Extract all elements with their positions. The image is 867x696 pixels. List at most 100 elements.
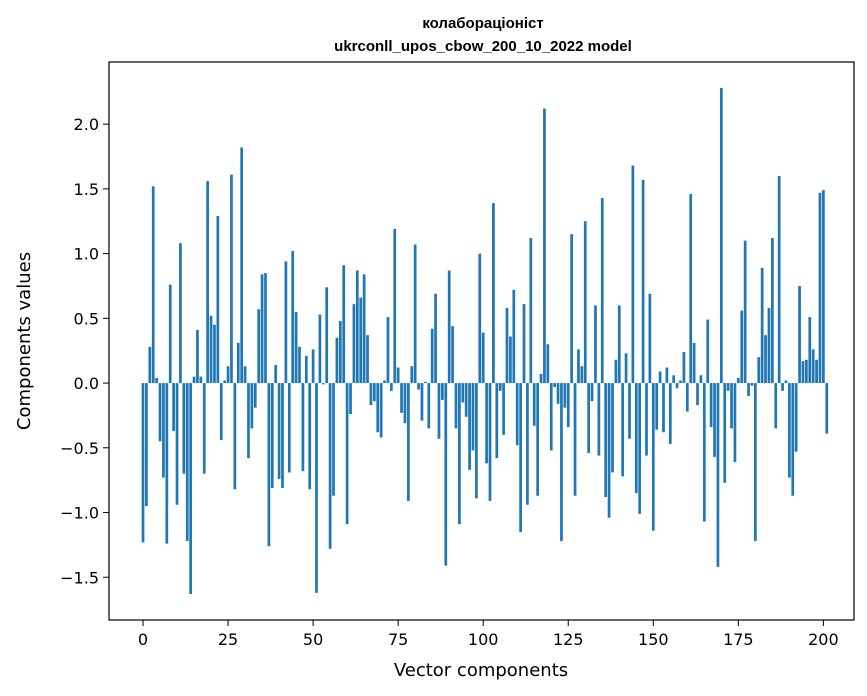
- bar: [604, 383, 608, 498]
- bar: [597, 383, 601, 456]
- bar: [631, 165, 635, 384]
- bar: [617, 305, 621, 384]
- bar: [621, 383, 625, 477]
- bar: [451, 326, 454, 384]
- bar: [485, 383, 488, 464]
- bar: [369, 383, 373, 406]
- bar: [570, 234, 574, 384]
- bar: [492, 203, 495, 384]
- bar: [750, 383, 754, 386]
- bar: [685, 383, 689, 412]
- bar: [560, 383, 563, 542]
- bar: [468, 383, 471, 470]
- bar: [434, 293, 437, 384]
- bar: [270, 383, 274, 488]
- bar: [403, 383, 407, 424]
- bar: [287, 383, 291, 473]
- bar: [437, 383, 441, 439]
- bar: [526, 383, 529, 505]
- bar: [407, 383, 410, 501]
- bar: [583, 221, 587, 384]
- bar: [692, 342, 696, 384]
- x-tick-label: 125: [553, 630, 584, 649]
- bar: [158, 383, 162, 442]
- bar: [777, 175, 781, 384]
- bar: [798, 285, 801, 384]
- bar: [607, 383, 611, 518]
- bar: [594, 305, 597, 384]
- bar: [461, 383, 465, 403]
- bar: [614, 359, 618, 384]
- bar: [502, 383, 505, 435]
- bar: [298, 346, 301, 384]
- bar: [209, 315, 213, 384]
- bar: [553, 383, 556, 387]
- bar: [342, 265, 346, 384]
- bar: [223, 380, 227, 384]
- bar: [753, 383, 757, 542]
- bar: [155, 377, 158, 384]
- bar: [556, 383, 560, 404]
- bar: [332, 383, 335, 496]
- bar: [145, 383, 148, 507]
- bar: [393, 229, 397, 384]
- bar: [335, 337, 339, 384]
- bar: [498, 383, 502, 391]
- bar: [509, 336, 512, 384]
- bar: [427, 383, 431, 429]
- bar: [791, 383, 795, 496]
- bar: [679, 380, 682, 384]
- bar: [168, 284, 172, 384]
- bar: [352, 304, 356, 384]
- bar: [247, 383, 250, 459]
- bar: [478, 253, 482, 384]
- y-tick-label: −0.5: [60, 439, 99, 458]
- bar: [716, 383, 720, 567]
- bar: [672, 375, 676, 384]
- bar: [638, 383, 642, 514]
- bar: [175, 383, 179, 505]
- bar: [284, 261, 288, 384]
- bar: [580, 366, 584, 384]
- bar: [362, 274, 366, 384]
- bar: [577, 349, 580, 384]
- bar: [801, 361, 805, 384]
- bar: [325, 287, 329, 384]
- bar: [648, 293, 652, 384]
- bar: [243, 366, 247, 384]
- bar: [471, 383, 475, 451]
- bar: [464, 383, 468, 417]
- bar: [274, 364, 278, 384]
- bar: [699, 375, 703, 384]
- bars-group: [141, 87, 829, 595]
- bar: [515, 383, 519, 446]
- bar: [151, 186, 155, 384]
- x-tick-label: 25: [218, 630, 238, 649]
- bar: [389, 383, 393, 391]
- bar: [645, 383, 648, 456]
- bar: [740, 310, 744, 384]
- bar: [386, 317, 390, 384]
- bar: [706, 319, 710, 384]
- y-tick-label: 2.0: [74, 115, 99, 134]
- y-axis-label: Components values: [14, 252, 35, 430]
- y-tick-label: 1.0: [74, 245, 99, 264]
- bar: [196, 329, 199, 384]
- bar: [611, 383, 614, 473]
- bar: [481, 332, 485, 384]
- bar: [260, 274, 264, 384]
- bar: [359, 297, 363, 384]
- chart-subtitle: ukrconll_upos_cbow_200_10_2022 model: [334, 38, 632, 55]
- bar: [379, 383, 383, 438]
- bar: [454, 383, 458, 429]
- bar: [651, 383, 655, 531]
- bar: [641, 179, 645, 384]
- bar: [767, 307, 771, 384]
- bar: [726, 383, 730, 391]
- bar: [441, 383, 444, 400]
- x-tick-label: 75: [388, 630, 408, 649]
- bar: [719, 87, 723, 384]
- y-tick-label: −1.0: [60, 504, 99, 523]
- y-tick-label: −1.5: [60, 568, 99, 587]
